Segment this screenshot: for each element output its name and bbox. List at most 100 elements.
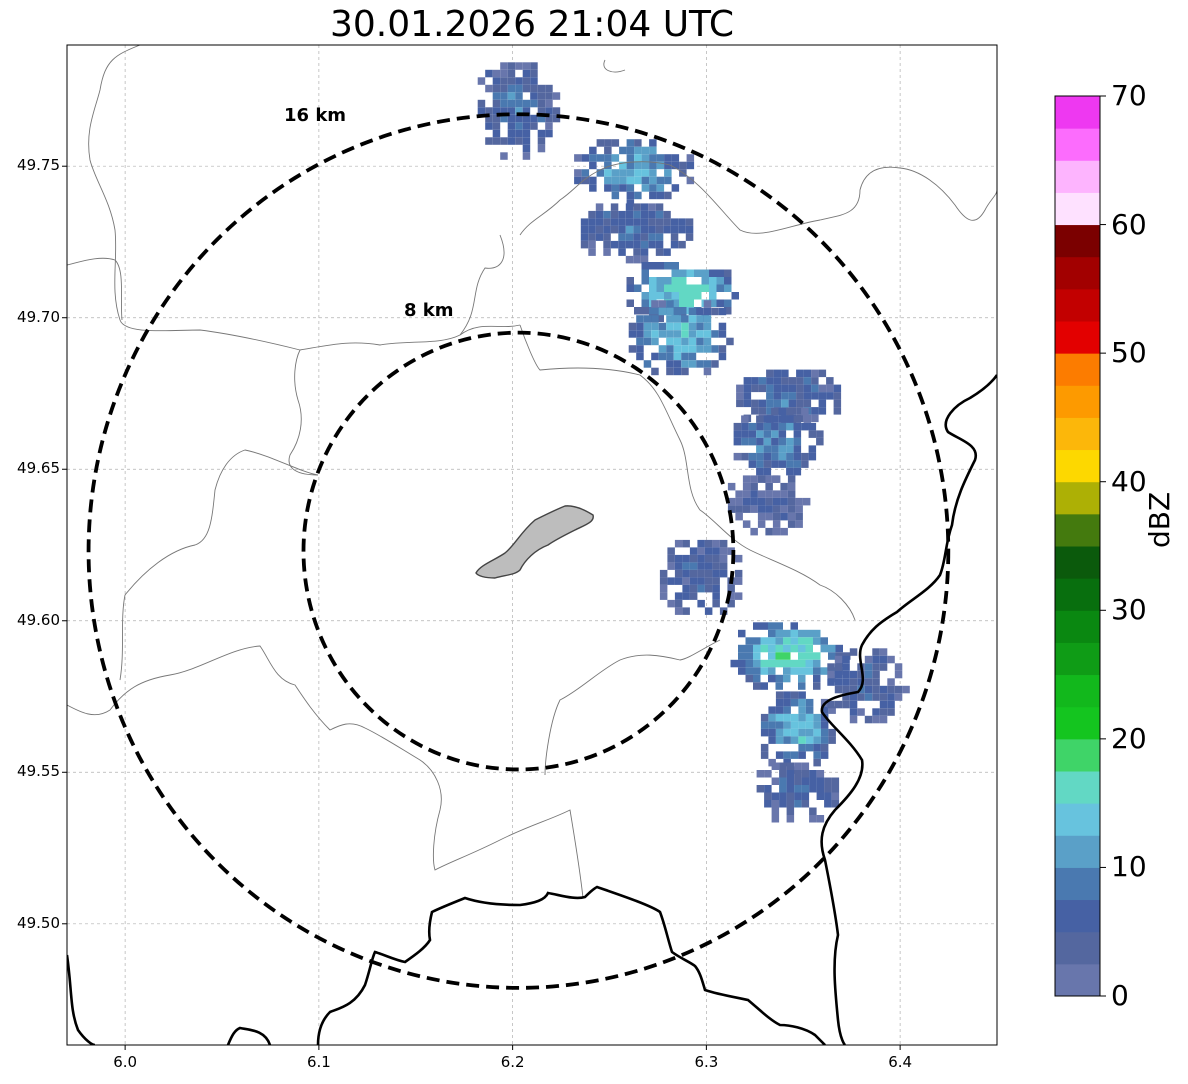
echo-pixel [790, 667, 798, 675]
echo-pixel [477, 77, 486, 85]
echo-pixel [588, 225, 596, 234]
echo-pixel [716, 277, 724, 285]
echo-pixel [801, 785, 810, 793]
colorbar-frame [1054, 95, 1101, 997]
y-tick-label: 49.65 [17, 459, 60, 478]
echo-pixel [816, 777, 825, 785]
echo-pixel [733, 422, 742, 431]
echo-pixel [574, 169, 582, 177]
echo-pixel [537, 99, 546, 108]
echo-pixel [726, 337, 734, 346]
echo-pixel [649, 262, 657, 270]
echo-pixel [813, 674, 821, 683]
echo-pixel [798, 751, 806, 759]
echo-pixel [780, 482, 788, 491]
echo-pixel [742, 520, 751, 528]
echo-pixel [545, 99, 553, 108]
echo-pixel [537, 92, 546, 100]
echo-pixel [818, 399, 827, 408]
echo-pixel [736, 399, 744, 408]
echo-pixel [824, 792, 832, 800]
echo-pixel [641, 146, 650, 155]
echo-pixel [656, 176, 665, 185]
echo-pixel [745, 644, 753, 653]
echo-pixel [763, 445, 772, 453]
echo-pixel [808, 445, 817, 453]
echo-pixel [798, 706, 806, 714]
echo-pixel [626, 139, 635, 147]
echo-pixel [704, 554, 713, 563]
echo-pixel [500, 84, 508, 93]
echo-pixel [673, 367, 682, 376]
echo-pixel [798, 682, 806, 690]
echo-pixel [666, 330, 674, 338]
echo-pixel [751, 384, 759, 393]
echo-pixel [756, 770, 765, 778]
echo-pixel [667, 599, 675, 608]
echo-pixel [641, 154, 650, 162]
echo-pixel [801, 762, 810, 770]
echo-pixel [671, 154, 680, 162]
echo-pixel [793, 467, 802, 476]
echo-pixel [666, 337, 674, 346]
echo-pixel [813, 682, 821, 690]
echo-pixel [659, 577, 668, 585]
echo-pixel [768, 622, 776, 630]
echo-pixel [831, 785, 840, 793]
echo-pixel [768, 721, 776, 729]
echo-pixel [588, 248, 596, 256]
echo-pixel [640, 248, 649, 256]
echo-pixel [813, 743, 821, 752]
echo-pixel [611, 154, 620, 162]
echo-pixel [763, 437, 772, 446]
echo-pixel [766, 399, 774, 408]
colorbar-tick-label: 40 [1111, 464, 1147, 498]
echo-pixel [833, 384, 842, 393]
echo-pixel [595, 210, 604, 219]
echo-pixel [656, 184, 665, 192]
echo-pixel [775, 713, 784, 722]
echo-pixel [809, 807, 817, 815]
echo-pixel [649, 184, 657, 192]
echo-pixel [712, 599, 720, 608]
echo-pixel [879, 700, 888, 709]
echo-pixel [772, 527, 781, 536]
echo-pixel [872, 708, 880, 716]
echo-pixel [604, 146, 612, 155]
echo-pixel [649, 139, 657, 147]
echo-pixel [649, 154, 657, 162]
echo-pixel [765, 512, 773, 521]
echo-pixel [745, 637, 753, 645]
echo-pixel [772, 497, 781, 506]
echo-pixel [580, 233, 589, 241]
echo-pixel [753, 659, 761, 668]
echo-pixel [604, 139, 612, 147]
echo-pixel [589, 161, 597, 170]
echo-pixel [771, 407, 779, 416]
echo-pixel [768, 736, 776, 744]
echo-pixel [663, 218, 671, 226]
echo-pixel [507, 77, 516, 85]
echo-pixel [745, 659, 753, 668]
echo-pixel [603, 233, 611, 241]
echo-pixel [626, 199, 635, 207]
echo-pixel [724, 307, 732, 315]
y-tick-label: 49.50 [17, 913, 60, 932]
echo-pixel [648, 240, 656, 249]
echo-pixel [748, 437, 757, 446]
echo-pixel [507, 69, 516, 78]
echo-pixel [826, 377, 834, 385]
echo-pixel [758, 377, 767, 385]
municipal-border [67, 257, 123, 321]
echo-pixel [733, 437, 742, 446]
echo-pixel [820, 644, 828, 653]
echo-pixel [748, 452, 757, 461]
echo-pixel [887, 685, 895, 694]
echo-pixel [640, 218, 649, 226]
echo-pixel [664, 262, 672, 270]
echo-pixel [790, 637, 798, 645]
echo-pixel [857, 693, 865, 701]
y-tick-label: 49.55 [17, 762, 60, 781]
echo-pixel [805, 698, 814, 707]
